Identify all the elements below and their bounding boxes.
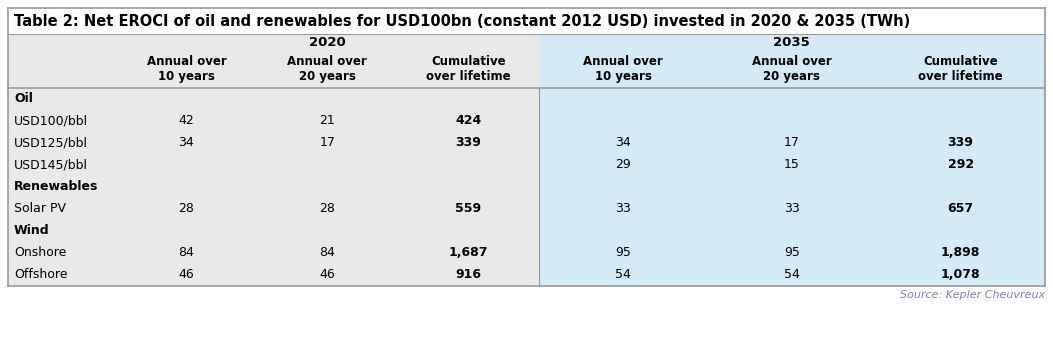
Bar (539, 176, 1045, 198)
Text: 95: 95 (615, 247, 631, 260)
Bar (539, 34, 1045, 50)
Text: 46: 46 (179, 268, 195, 281)
Bar (8, 110, 539, 132)
Bar (8, 198, 539, 220)
Text: 46: 46 (319, 268, 335, 281)
Text: 33: 33 (615, 202, 631, 215)
Text: 1,078: 1,078 (940, 268, 980, 281)
Text: 292: 292 (948, 158, 974, 171)
Text: 28: 28 (319, 202, 335, 215)
Text: 339: 339 (948, 136, 974, 149)
Text: 29: 29 (615, 158, 631, 171)
Bar (539, 50, 1045, 88)
Text: Oil: Oil (14, 92, 33, 105)
Bar (8, 132, 539, 154)
Bar (8, 8, 1045, 34)
Text: 54: 54 (615, 268, 631, 281)
Text: Source: Kepler Cheuvreux: Source: Kepler Cheuvreux (900, 290, 1045, 300)
Text: 54: 54 (783, 268, 800, 281)
Text: 1,898: 1,898 (941, 247, 980, 260)
Text: Wind: Wind (14, 224, 49, 237)
Text: USD125/bbl: USD125/bbl (14, 136, 88, 149)
Text: 33: 33 (784, 202, 799, 215)
Bar (8, 34, 539, 50)
Text: Annual over
10 years: Annual over 10 years (146, 55, 226, 83)
Text: 34: 34 (615, 136, 631, 149)
Text: 84: 84 (179, 247, 195, 260)
Bar (539, 242, 1045, 264)
Text: Solar PV: Solar PV (14, 202, 66, 215)
Text: 42: 42 (179, 115, 195, 128)
Text: Annual over
20 years: Annual over 20 years (287, 55, 367, 83)
Bar (8, 220, 539, 242)
Text: Annual over
10 years: Annual over 10 years (583, 55, 663, 83)
Text: 28: 28 (179, 202, 195, 215)
Bar (8, 50, 539, 88)
Text: Onshore: Onshore (14, 247, 66, 260)
Text: 95: 95 (783, 247, 800, 260)
Bar (539, 132, 1045, 154)
Text: USD145/bbl: USD145/bbl (14, 158, 88, 171)
Text: 424: 424 (455, 115, 481, 128)
Bar (8, 154, 539, 176)
Bar (8, 242, 539, 264)
Bar (539, 110, 1045, 132)
Bar (539, 264, 1045, 286)
Text: 559: 559 (455, 202, 481, 215)
Text: Cumulative
over lifetime: Cumulative over lifetime (918, 55, 1002, 83)
Text: 2020: 2020 (309, 36, 345, 49)
Text: 21: 21 (319, 115, 335, 128)
Bar (539, 88, 1045, 110)
Text: USD100/bbl: USD100/bbl (14, 115, 88, 128)
Text: Offshore: Offshore (14, 268, 67, 281)
Text: 34: 34 (179, 136, 195, 149)
Text: 17: 17 (783, 136, 800, 149)
Text: 916: 916 (455, 268, 481, 281)
Bar (539, 220, 1045, 242)
Text: 17: 17 (319, 136, 335, 149)
Bar (8, 176, 539, 198)
Text: Renewables: Renewables (14, 181, 98, 194)
Text: 657: 657 (948, 202, 974, 215)
Text: 339: 339 (455, 136, 481, 149)
Text: 84: 84 (319, 247, 335, 260)
Text: 1,687: 1,687 (449, 247, 488, 260)
Bar (539, 198, 1045, 220)
Bar (539, 154, 1045, 176)
Bar (8, 88, 539, 110)
Text: Annual over
20 years: Annual over 20 years (752, 55, 832, 83)
Text: 15: 15 (783, 158, 800, 171)
Bar (8, 264, 539, 286)
Text: Cumulative
over lifetime: Cumulative over lifetime (425, 55, 511, 83)
Text: 2035: 2035 (774, 36, 810, 49)
Text: Table 2: Net EROCI of oil and renewables for USD100bn (constant 2012 USD) invest: Table 2: Net EROCI of oil and renewables… (14, 13, 910, 28)
